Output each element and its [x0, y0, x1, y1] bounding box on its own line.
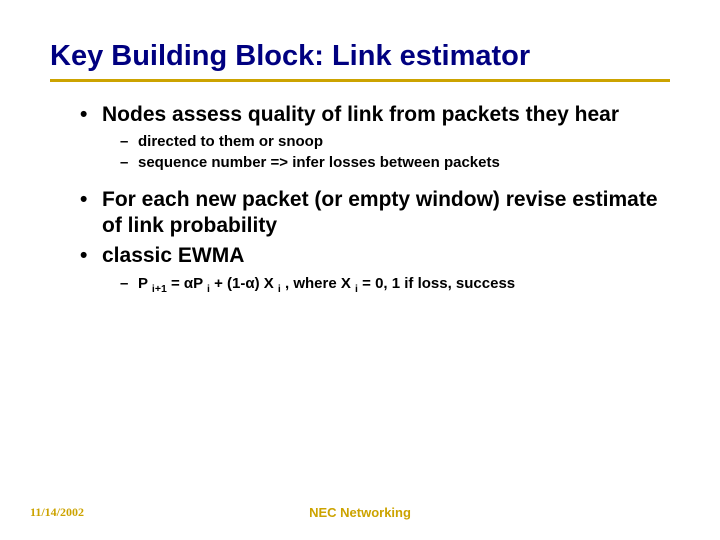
bullet-l1: Nodes assess quality of link from packet… [80, 102, 670, 128]
slide-title: Key Building Block: Link estimator [50, 40, 670, 73]
bullet-l2: directed to them or snoop [120, 132, 670, 152]
bullet-l1: classic EWMA [80, 243, 670, 269]
sub-bullet-list: P i+1 = αP i + (1-α) X i , where X i = 0… [50, 274, 670, 296]
bullet-l2: sequence number => infer losses between … [120, 153, 670, 173]
bullet-list: Nodes assess quality of link from packet… [50, 102, 670, 128]
footer-org: NEC Networking [0, 505, 720, 520]
bullet-l2-formula: P i+1 = αP i + (1-α) X i , where X i = 0… [120, 274, 670, 296]
slide: Key Building Block: Link estimator Nodes… [0, 0, 720, 540]
bullet-l1: For each new packet (or empty window) re… [80, 187, 670, 240]
bullet-list: For each new packet (or empty window) re… [50, 187, 670, 270]
title-underline [50, 79, 670, 82]
sub-bullet-list: directed to them or snoop sequence numbe… [50, 132, 670, 173]
